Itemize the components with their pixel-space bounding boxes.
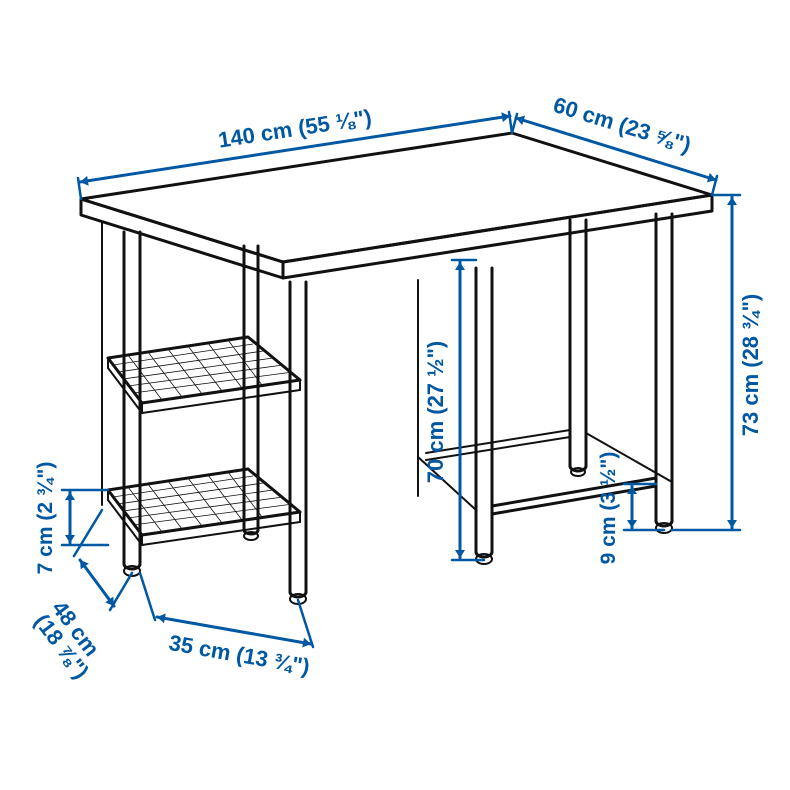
- dim-height: 73 cm (28 ¾"): [672, 195, 763, 530]
- dim-foot-label: 9 cm (3 ½"): [597, 452, 620, 565]
- dim-depth-label: 60 cm (23 ⅝"): [550, 92, 694, 158]
- dim-underside-label: 70 cm (27 ½"): [423, 341, 448, 484]
- dim-shelf-width: 35 cm (13 ¾"): [140, 573, 313, 679]
- shelf-lower: [108, 469, 300, 545]
- dim-height-label: 73 cm (28 ¾"): [738, 294, 763, 437]
- dim-shelf-depth-label: 48 cm (18 ⅞"): [29, 596, 111, 683]
- dim-width-label: 140 cm (55 ⅛"): [216, 105, 373, 153]
- dim-shelf-gap-label: 7 cm (2 ¾"): [34, 462, 57, 575]
- desk-dimension-diagram: 140 cm (55 ⅛") 60 cm (23 ⅝") 73 cm (28 ¾…: [0, 0, 790, 790]
- dim-foot: 9 cm (3 ½"): [597, 452, 664, 565]
- dim-shelf-width-label: 35 cm (13 ¾"): [167, 630, 312, 679]
- dim-width: 140 cm (55 ⅛"): [78, 105, 512, 199]
- shelf-upper: [108, 337, 300, 413]
